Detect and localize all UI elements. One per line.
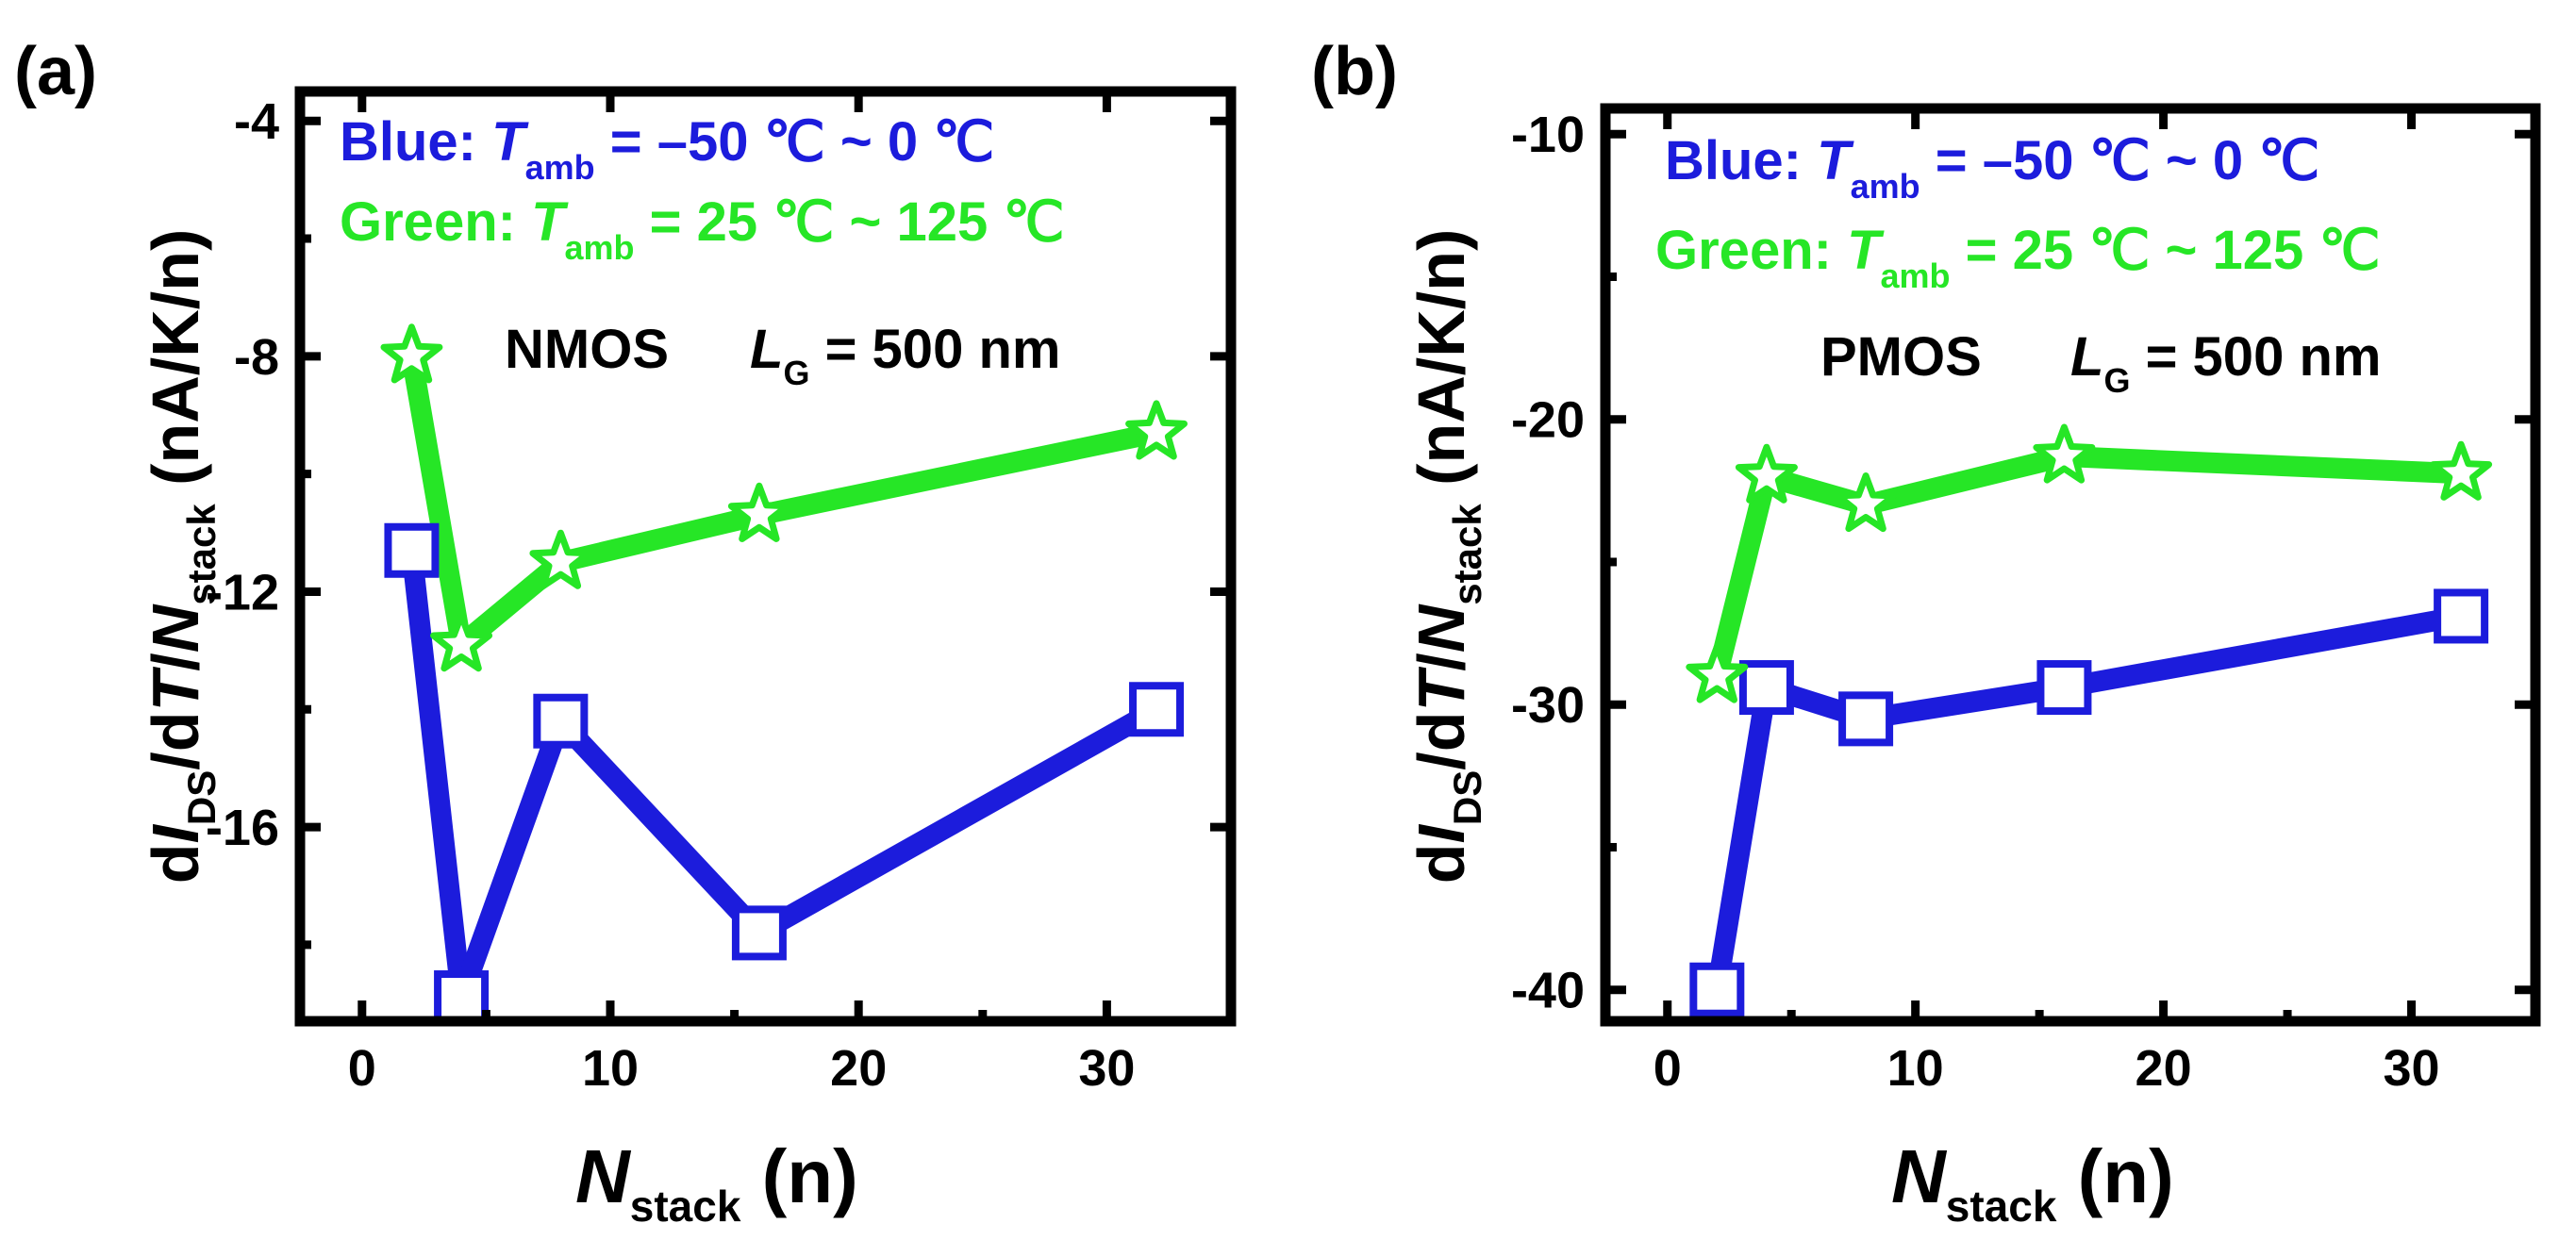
- y-axis-label: dIDS/dT/Nstack (nA/K/n): [139, 229, 224, 885]
- panel-b: (b) 0 10 20 30 -10 -20 -30 -40 Nstack (n) dIDS/dT/…: [1311, 34, 2541, 1231]
- blue-square-marker: [1129, 682, 1185, 737]
- blue-series-segment: [2053, 605, 2472, 699]
- blue-series-segment: [1706, 677, 1777, 1000]
- green-star-marker: [727, 482, 790, 542]
- green-star-marker: [380, 323, 443, 384]
- panel-label: (b): [1311, 34, 1398, 109]
- panel-label: (a): [14, 34, 97, 109]
- green-star-marker: [1835, 472, 1898, 533]
- green-star-marker: [2430, 440, 2493, 501]
- blue-square-marker: [731, 905, 787, 961]
- x-tick-label: 0: [1654, 1040, 1682, 1097]
- legend-green: Green: Tamb = 25 ℃ ~ 125 ℃: [1655, 220, 2381, 295]
- green-series-segment: [748, 422, 1168, 526]
- y-tick-label: -10: [1511, 107, 1585, 163]
- blue-square-marker: [1689, 962, 1745, 1017]
- green-star-marker: [1735, 443, 1798, 504]
- x-tick-label: 30: [2383, 1040, 2439, 1097]
- x-axis-label: Nstack (n): [1891, 1134, 2174, 1231]
- blue-square-marker: [434, 970, 490, 1026]
- blue-square-marker: [384, 522, 440, 578]
- gate-length-annotation: LG = 500 nm: [2070, 326, 2381, 400]
- plot-frame: [294, 86, 1237, 1027]
- legend-blue: Blue: Tamb = –50 ℃ ~ 0 ℃: [340, 111, 994, 187]
- y-tick-label: -40: [1511, 963, 1585, 1019]
- x-tick-label: 20: [830, 1040, 887, 1097]
- device-annotation: PMOS: [1820, 326, 1982, 388]
- x-tick-label: 0: [348, 1040, 376, 1097]
- x-tick-label: 30: [1078, 1040, 1135, 1097]
- blue-square-marker: [1838, 691, 1894, 747]
- blue-square-marker: [2434, 588, 2489, 644]
- blue-series-segment: [401, 539, 473, 1009]
- green-star-marker: [529, 529, 592, 589]
- blue-series-segment: [451, 710, 572, 1009]
- x-tick-label: 10: [582, 1040, 639, 1097]
- green-star-marker: [1686, 643, 1749, 703]
- x-tick-label: 20: [2136, 1040, 2192, 1097]
- y-tick-label: -30: [1511, 677, 1585, 734]
- legend-green: Green: Tamb = 25 ℃ ~ 125 ℃: [340, 191, 1065, 267]
- green-series-segment: [1855, 446, 2075, 516]
- blue-series-segment: [748, 699, 1168, 944]
- green-series-segment: [550, 504, 770, 573]
- blue-square-marker: [2036, 660, 2092, 716]
- y-tick-label: -8: [234, 329, 279, 386]
- blue-square-marker: [1738, 660, 1794, 716]
- y-tick-label: -12: [206, 564, 279, 620]
- x-axis-label: Nstack (n): [575, 1134, 858, 1231]
- gate-length-annotation: LG = 500 nm: [750, 319, 1060, 392]
- blue-square-marker: [533, 693, 589, 749]
- blue-series-segment: [550, 710, 770, 944]
- green-star-marker: [1125, 400, 1188, 460]
- green-star-marker: [2033, 423, 2096, 484]
- green-series-segment: [1706, 466, 1777, 686]
- panel-a: (a) 0 10 20 30 -4 -8 -12 -16 Nstack (n) dIDS/dT/Ns…: [14, 34, 1237, 1231]
- blue-series-segment: [1855, 677, 2075, 730]
- green-series-segment: [401, 345, 473, 655]
- x-tick-label: 10: [1887, 1040, 1944, 1097]
- y-tick-label: -20: [1511, 392, 1585, 449]
- green-series-segment: [2053, 446, 2472, 485]
- green-star-marker: [430, 612, 493, 672]
- y-tick-label: -16: [206, 800, 279, 856]
- y-tick-label: -4: [234, 93, 279, 150]
- device-annotation: NMOS: [505, 319, 669, 380]
- legend-blue: Blue: Tamb = –50 ℃ ~ 0 ℃: [1665, 130, 2319, 206]
- y-axis-label: dIDS/dT/Nstack (nA/K/n): [1404, 229, 1489, 885]
